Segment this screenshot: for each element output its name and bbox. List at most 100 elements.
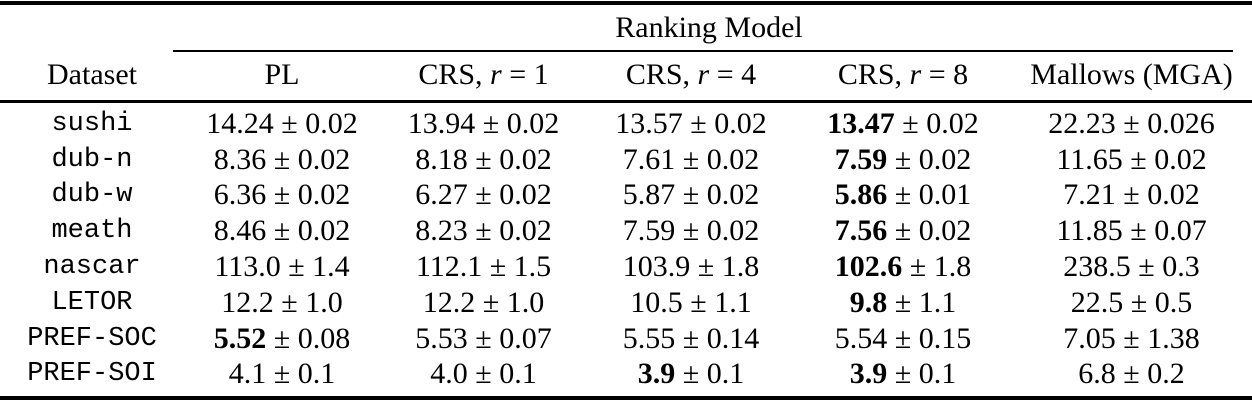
mean-value: 11.85 bbox=[1056, 214, 1123, 248]
mean-value: 7.05 bbox=[1063, 321, 1116, 355]
std-error-value: 0.3 bbox=[1162, 250, 1200, 284]
plus-minus-sign: ± bbox=[1115, 178, 1148, 212]
std-error-value: 0.1 bbox=[499, 357, 537, 391]
std-error-value: 0.08 bbox=[297, 321, 351, 355]
mean-value: 7.59 bbox=[834, 142, 888, 176]
mean-value: 4.1 bbox=[228, 357, 267, 391]
mean-value: 11.65 bbox=[1056, 142, 1123, 176]
plus-minus-sign: ± bbox=[1122, 142, 1155, 176]
value-cell: 22.5 ± 0.5 bbox=[1011, 285, 1252, 321]
mean-value: 12.2 bbox=[221, 285, 274, 319]
table-row: PREF-SOC 5.52 ± 0.08 5.53 ± 0.07 5.55 ± 0.1… bbox=[0, 321, 1252, 357]
std-error-value: 0.02 bbox=[297, 178, 351, 212]
col-header-mallows-mga: Mallows (MGA) bbox=[1030, 58, 1233, 91]
plus-minus-sign: ± bbox=[675, 357, 707, 391]
col-header-crs-r8: CRS, r = 8 bbox=[795, 50, 1011, 100]
plus-minus-sign: ± bbox=[887, 321, 919, 355]
value-cell: 6.27 ± 0.02 bbox=[380, 178, 587, 214]
plus-minus-sign: ± bbox=[887, 178, 919, 212]
mean-value: 5.86 bbox=[834, 178, 888, 212]
table-row: dub-n 8.36 ± 0.02 8.18 ± 0.02 7.61 ± 0.02 7.… bbox=[0, 142, 1252, 178]
mean-value: 10.5 bbox=[630, 285, 683, 319]
std-error-value: 0.02 bbox=[1154, 142, 1207, 176]
plus-minus-sign: ± bbox=[1123, 285, 1155, 319]
mean-value: 7.21 bbox=[1063, 178, 1116, 212]
value-cell: 14.24 ± 0.02 bbox=[184, 100, 380, 142]
mean-value: 6.8 bbox=[1078, 357, 1116, 391]
table-row: dub-w 6.36 ± 0.02 6.27 ± 0.02 5.87 ± 0.02 5.… bbox=[0, 178, 1252, 214]
std-error-value: 0.02 bbox=[706, 214, 760, 248]
results-table: Ranking Model Dataset PL CRS, r = 1 CRS,… bbox=[0, 5, 1252, 392]
std-error-value: 0.02 bbox=[918, 214, 972, 248]
value-cell: 13.57 ± 0.02 bbox=[587, 100, 795, 142]
mean-value: 8.36 bbox=[213, 142, 267, 176]
value-cell: 7.21 ± 0.02 bbox=[1011, 178, 1252, 214]
std-error-value: 1.0 bbox=[305, 285, 343, 319]
mean-value: 4.0 bbox=[430, 357, 468, 391]
plus-minus-sign: ± bbox=[266, 142, 298, 176]
plus-minus-sign: ± bbox=[475, 106, 507, 140]
std-error-value: 0.02 bbox=[926, 106, 979, 140]
col-header-crs-r8-prefix: CRS, bbox=[837, 58, 910, 91]
dataset-name: nascar bbox=[43, 252, 141, 283]
std-error-value: 0.01 bbox=[918, 178, 972, 212]
plus-minus-sign: ± bbox=[467, 142, 500, 176]
plus-minus-sign: ± bbox=[1115, 106, 1148, 140]
value-cell: 4.1 ± 0.1 bbox=[184, 357, 380, 393]
value-cell: 8.18 ± 0.02 bbox=[380, 142, 587, 178]
col-header-crs-r1-suffix: = 1 bbox=[501, 58, 549, 91]
value-cell: 5.53 ± 0.07 bbox=[380, 321, 587, 357]
table-row: sushi 14.24 ± 0.02 13.94 ± 0.02 13.57 ± 0.0… bbox=[0, 100, 1252, 142]
std-error-value: 0.02 bbox=[706, 142, 760, 176]
value-cell: 102.6 ± 1.8 bbox=[795, 249, 1011, 285]
std-error-value: 0.02 bbox=[506, 106, 560, 140]
dataset-name: dub-w bbox=[51, 180, 133, 211]
mean-value: 14.24 bbox=[206, 106, 274, 140]
value-cell: 13.47 ± 0.02 bbox=[795, 100, 1011, 142]
plus-minus-sign: ± bbox=[690, 250, 722, 284]
plus-minus-sign: ± bbox=[1115, 321, 1148, 355]
value-cell: 9.8 ± 1.1 bbox=[795, 285, 1011, 321]
std-error-value: 0.026 bbox=[1147, 106, 1215, 140]
mean-value: 12.2 bbox=[422, 285, 476, 319]
value-cell: 11.85 ± 0.07 bbox=[1011, 213, 1252, 249]
std-error-value: 0.07 bbox=[499, 321, 552, 355]
table-row: PREF-SOI 4.1 ± 0.1 4.0 ± 0.1 3.9 ± 0.1 3.9 ±… bbox=[0, 357, 1252, 393]
std-error-value: 0.07 bbox=[1154, 214, 1207, 248]
std-error-value: 0.2 bbox=[1147, 357, 1185, 391]
mean-value: 13.94 bbox=[407, 106, 476, 140]
value-cell: 12.2 ± 1.0 bbox=[380, 285, 587, 321]
value-cell: 10.5 ± 1.1 bbox=[587, 285, 795, 321]
mean-value: 112.1 bbox=[415, 250, 483, 284]
plus-minus-sign: ± bbox=[887, 357, 919, 391]
mean-value: 7.56 bbox=[834, 214, 888, 248]
table-row: LETOR 12.2 ± 1.0 12.2 ± 1.0 10.5 ± 1.1 9.8 ±… bbox=[0, 285, 1252, 321]
value-cell: 3.9 ± 0.1 bbox=[587, 357, 795, 393]
plus-minus-sign: ± bbox=[675, 214, 707, 248]
value-cell: 11.65 ± 0.02 bbox=[1011, 142, 1252, 178]
table-header: Ranking Model Dataset PL CRS, r = 1 CRS,… bbox=[0, 5, 1252, 100]
plus-minus-sign: ± bbox=[675, 178, 707, 212]
plus-minus-sign: ± bbox=[894, 106, 927, 140]
value-cell: 7.56 ± 0.02 bbox=[795, 213, 1011, 249]
std-error-value: 0.1 bbox=[297, 357, 336, 391]
dataset-name: meath bbox=[51, 216, 133, 247]
mean-value: 13.57 bbox=[615, 106, 683, 140]
plus-minus-sign: ± bbox=[266, 214, 298, 248]
mean-value: 22.23 bbox=[1048, 106, 1116, 140]
plus-minus-sign: ± bbox=[675, 142, 707, 176]
dataset-name: sushi bbox=[51, 108, 133, 139]
mean-value: 238.5 bbox=[1063, 250, 1131, 284]
plus-minus-sign: ± bbox=[682, 106, 715, 140]
value-cell: 8.46 ± 0.02 bbox=[184, 213, 380, 249]
value-cell: 5.52 ± 0.08 bbox=[184, 321, 380, 357]
bottom-rule bbox=[0, 396, 1252, 400]
value-cell: 5.55 ± 0.14 bbox=[587, 321, 795, 357]
value-cell: 238.5 ± 0.3 bbox=[1011, 249, 1252, 285]
col-header-crs-r1: CRS, r = 1 bbox=[380, 50, 587, 100]
std-error-value: 1.5 bbox=[513, 250, 552, 284]
std-error-value: 0.02 bbox=[706, 178, 760, 212]
mean-value: 113.0 bbox=[214, 250, 281, 284]
plus-minus-sign: ± bbox=[675, 321, 707, 355]
